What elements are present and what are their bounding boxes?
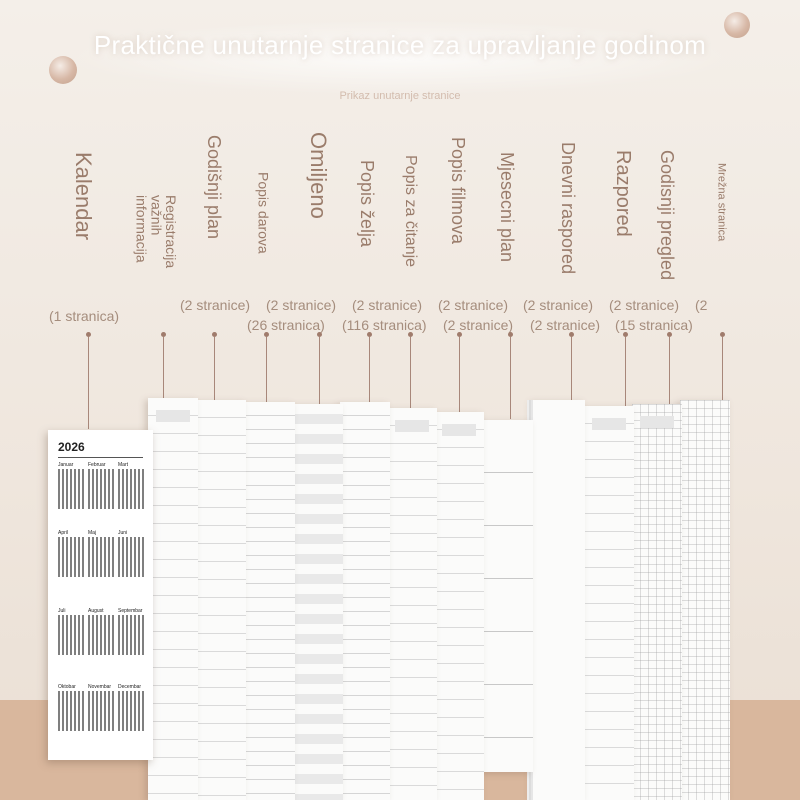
label-mrezna-stranica: Mrežna stranica <box>715 163 728 242</box>
label-godisnji-pregled: Godisnji pregled <box>656 150 677 281</box>
label-popis-zelja: Popis želja <box>356 160 377 248</box>
leader-line <box>459 337 460 417</box>
label-dnevni-raspored: Dnevni raspored <box>557 142 578 275</box>
calendar-month-name: Februar <box>88 462 106 468</box>
decor-bead-right <box>724 12 750 38</box>
calendar-month: Juni <box>118 530 144 577</box>
leader-dot <box>86 332 91 337</box>
calendar-month: August <box>88 608 114 655</box>
leader-line <box>571 337 572 404</box>
leader-dot <box>367 332 372 337</box>
count-popis-darova: (2 stranice) <box>266 297 337 313</box>
leader-dot <box>508 332 513 337</box>
sheet-mrezna-stranica <box>680 400 730 800</box>
leader-line <box>669 337 670 417</box>
count-razpored: (2 stranice) <box>609 297 680 313</box>
leader-line <box>319 337 320 404</box>
label-mjesecni-plan: Mjesecni plan <box>496 152 517 263</box>
leader-dot <box>667 332 672 337</box>
calendar-month-name: April <box>58 530 69 536</box>
leader-dot <box>457 332 462 337</box>
calendar-month: Oktobar <box>58 684 84 731</box>
sheet-godisnji-plan <box>196 400 246 800</box>
leader-line <box>163 337 164 411</box>
title-glow <box>60 20 740 95</box>
count-mjesecni-plan: (2 stranice) <box>443 317 514 333</box>
calendar-month-name: Septembar <box>118 608 143 614</box>
sheet-popis-za-citanje <box>387 408 437 800</box>
calendar-month-name: August <box>88 608 104 614</box>
count-dnevni-raspored: (2 stranice) <box>523 297 594 313</box>
leader-dot <box>161 332 166 337</box>
label-omiljeno: Omiljeno <box>306 132 332 219</box>
label-popis-za-citanje: Popis za čitanje <box>401 155 419 268</box>
leader-line <box>510 337 511 419</box>
leader-dot <box>569 332 574 337</box>
leader-line <box>88 337 89 429</box>
sheet-dnevni-raspored <box>533 400 585 800</box>
count-mrezna-stranica: (2 <box>695 297 708 313</box>
calendar-month: Februar <box>88 462 114 509</box>
leader-dot <box>623 332 628 337</box>
leader-dot <box>408 332 413 337</box>
leader-line <box>722 337 723 407</box>
count-popis-filmova: (2 stranice) <box>438 297 509 313</box>
leader-line <box>266 337 267 409</box>
label-razpored: Razpored <box>612 150 634 237</box>
sheet-godisnji-pregled <box>632 404 682 800</box>
sheet-popis-darova <box>243 402 295 800</box>
calendar-month-name: Juli <box>58 608 66 614</box>
count-popis-za-citanje: (116 stranica) <box>342 317 427 333</box>
calendar-sheet: 2026 Januar Februar Mart April Maj Juni … <box>48 430 153 760</box>
sheet-omiljeno <box>293 404 343 800</box>
count-dnevni-raspored-2: (2 stranice) <box>530 317 601 333</box>
leader-dot <box>720 332 725 337</box>
count-kalendar: (1 stranica) <box>49 308 120 324</box>
calendar-month: Juli <box>58 608 84 655</box>
label-kalendar: Kalendar <box>71 152 97 241</box>
calendar-rule <box>58 457 143 458</box>
label-popis-darova: Popis darova <box>255 172 272 254</box>
calendar-month: Decembar <box>118 684 144 731</box>
leader-dot <box>264 332 269 337</box>
label-popis-filmova: Popis filmova <box>447 137 468 245</box>
leader-line <box>625 337 626 419</box>
leader-line <box>214 337 215 414</box>
calendar-month-name: Decembar <box>118 684 142 690</box>
label-registracija: Registracija važnih informacija <box>133 195 180 269</box>
leader-line <box>410 337 411 412</box>
calendar-month-name: Juni <box>118 530 128 536</box>
calendar-month-name: Novembar <box>88 684 112 690</box>
sheet-popis-filmova <box>434 412 484 800</box>
calendar-month: Maj <box>88 530 114 577</box>
calendar-year: 2026 <box>58 440 85 454</box>
decor-bead-left <box>49 56 77 84</box>
sheet-mjesecni-plan <box>483 420 533 772</box>
count-popis-zelja: (2 stranice) <box>352 297 423 313</box>
page-title: Praktične unutarnje stranice za upravlja… <box>93 30 707 60</box>
leader-line <box>369 337 370 417</box>
calendar-month: Septembar <box>118 608 144 655</box>
count-omiljeno: (26 stranica) <box>247 317 325 333</box>
leader-dot <box>317 332 322 337</box>
calendar-month-name: Mart <box>118 462 128 468</box>
calendar-month: Novembar <box>88 684 114 731</box>
calendar-month-name: Oktobar <box>58 684 76 690</box>
calendar-month: Mart <box>118 462 144 509</box>
calendar-month-name: Maj <box>88 530 97 536</box>
calendar-month: April <box>58 530 84 577</box>
sheet-popis-zelja <box>340 402 390 800</box>
sheet-razpored <box>584 406 634 800</box>
sheet-registracija <box>148 398 198 800</box>
calendar-month: Januar <box>58 462 84 509</box>
count-godisnji-plan: (2 stranice) <box>180 297 251 313</box>
count-godisnji-pregled: (15 stranica) <box>615 317 693 333</box>
label-godisnji-plan: Godišnji plan <box>203 135 224 240</box>
leader-dot <box>212 332 217 337</box>
page-subtitle: Prikaz unutarnje stranice <box>339 90 461 102</box>
calendar-month-name: Januar <box>58 462 74 468</box>
